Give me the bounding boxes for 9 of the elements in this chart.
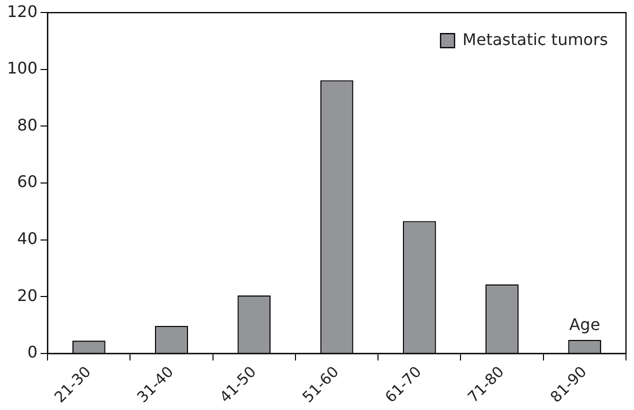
y-tick-label: 60: [17, 172, 38, 192]
y-tick-label: 80: [17, 115, 38, 134]
legend-label: Metastatic tumors: [462, 30, 608, 49]
y-tick-label: 100: [6, 58, 38, 78]
y-tick-label: 20: [17, 286, 38, 305]
y-tick-label: 120: [6, 2, 38, 21]
y-tick-label: 0: [27, 342, 38, 362]
y-tick-label: 40: [17, 228, 38, 248]
x-axis-title: Age: [569, 314, 600, 334]
